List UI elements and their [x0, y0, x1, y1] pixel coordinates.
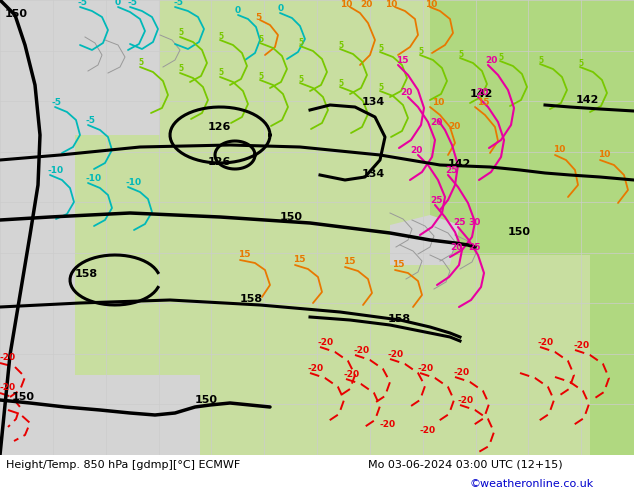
- Text: -20: -20: [308, 364, 324, 373]
- Text: 20: 20: [400, 88, 412, 97]
- Text: 150: 150: [280, 212, 303, 222]
- Text: 5: 5: [538, 56, 543, 65]
- Text: 5: 5: [178, 64, 183, 73]
- Text: 5: 5: [458, 50, 463, 59]
- Text: 25: 25: [468, 243, 481, 252]
- Text: 5: 5: [418, 47, 423, 56]
- Text: 5: 5: [378, 83, 383, 92]
- Polygon shape: [390, 215, 460, 265]
- Text: -5: -5: [128, 0, 138, 7]
- Text: 25: 25: [430, 196, 443, 205]
- Text: -20: -20: [388, 350, 404, 359]
- Text: ©weatheronline.co.uk: ©weatheronline.co.uk: [469, 479, 593, 489]
- Text: 20: 20: [448, 122, 460, 131]
- Text: 20: 20: [360, 0, 372, 9]
- Text: 142: 142: [448, 159, 471, 169]
- Text: -20: -20: [0, 353, 16, 362]
- FancyBboxPatch shape: [60, 0, 634, 455]
- Text: 5: 5: [578, 59, 583, 68]
- Text: 150: 150: [5, 9, 28, 19]
- FancyBboxPatch shape: [0, 0, 75, 455]
- Text: 10: 10: [598, 150, 611, 159]
- Text: 5: 5: [338, 79, 343, 88]
- Text: Height/Temp. 850 hPa [gdmp][°C] ECMWF: Height/Temp. 850 hPa [gdmp][°C] ECMWF: [6, 460, 240, 470]
- FancyBboxPatch shape: [590, 0, 634, 455]
- Text: 15: 15: [477, 98, 489, 107]
- Text: 10: 10: [385, 0, 398, 9]
- Text: 5: 5: [498, 53, 503, 62]
- Text: 5: 5: [298, 75, 303, 84]
- Text: -5: -5: [85, 116, 95, 125]
- Text: 15: 15: [238, 250, 250, 259]
- FancyBboxPatch shape: [0, 0, 160, 135]
- Text: -20: -20: [344, 370, 360, 379]
- Text: 30: 30: [468, 218, 481, 227]
- Text: -20: -20: [353, 346, 369, 355]
- Text: 5: 5: [178, 28, 183, 37]
- Text: -10: -10: [47, 166, 63, 175]
- Text: 5: 5: [218, 32, 223, 41]
- FancyBboxPatch shape: [0, 375, 200, 455]
- Text: 5: 5: [258, 72, 263, 81]
- Text: -20: -20: [573, 341, 589, 350]
- Text: 5: 5: [218, 68, 223, 77]
- Text: -5: -5: [78, 0, 88, 7]
- Text: 158: 158: [75, 269, 98, 279]
- Text: -20: -20: [318, 338, 334, 347]
- Text: 10: 10: [340, 0, 353, 9]
- Text: -20: -20: [418, 364, 434, 373]
- Text: Mo 03-06-2024 03:00 UTC (12+15): Mo 03-06-2024 03:00 UTC (12+15): [368, 460, 562, 470]
- Text: 5: 5: [138, 58, 143, 67]
- Text: -20: -20: [458, 396, 474, 405]
- Text: 20: 20: [476, 88, 488, 97]
- Text: 150: 150: [508, 227, 531, 237]
- Text: 5: 5: [378, 44, 383, 53]
- Text: 134: 134: [362, 169, 385, 179]
- Text: 134: 134: [362, 97, 385, 107]
- Text: 25: 25: [445, 166, 458, 175]
- Text: -20: -20: [420, 426, 436, 435]
- Text: -5: -5: [173, 0, 183, 7]
- Text: 20: 20: [430, 118, 443, 127]
- Text: 150: 150: [12, 392, 35, 402]
- Text: -10: -10: [125, 178, 141, 187]
- Text: 5: 5: [258, 35, 263, 44]
- Text: 142: 142: [576, 95, 599, 105]
- Text: -20: -20: [380, 420, 396, 429]
- Text: -5: -5: [52, 98, 62, 107]
- Text: -20: -20: [538, 338, 554, 347]
- Text: 10: 10: [425, 0, 437, 9]
- Text: 15: 15: [343, 257, 356, 266]
- Text: 158: 158: [388, 314, 411, 324]
- Text: -10: -10: [85, 174, 101, 183]
- Text: 0: 0: [115, 0, 121, 7]
- Text: 10: 10: [553, 145, 566, 154]
- Text: 142: 142: [470, 89, 493, 99]
- Text: 20: 20: [485, 56, 498, 65]
- Text: 158: 158: [240, 294, 263, 304]
- Text: 10: 10: [432, 98, 444, 107]
- FancyBboxPatch shape: [430, 0, 634, 255]
- Text: 15: 15: [392, 260, 404, 269]
- Text: 5: 5: [338, 41, 343, 50]
- Text: 0: 0: [235, 6, 241, 15]
- Text: 126: 126: [208, 122, 231, 132]
- Text: 150: 150: [195, 395, 218, 405]
- Text: 0: 0: [278, 4, 284, 13]
- Text: 20: 20: [410, 146, 422, 155]
- Text: 25: 25: [453, 218, 465, 227]
- Text: 15: 15: [293, 255, 306, 264]
- Text: -20: -20: [453, 368, 469, 377]
- Text: -20: -20: [0, 383, 16, 392]
- Text: 126: 126: [208, 157, 231, 167]
- Text: 15: 15: [396, 56, 408, 65]
- Text: 5: 5: [298, 38, 303, 47]
- Text: 5: 5: [255, 13, 261, 22]
- Text: 20: 20: [450, 243, 462, 252]
